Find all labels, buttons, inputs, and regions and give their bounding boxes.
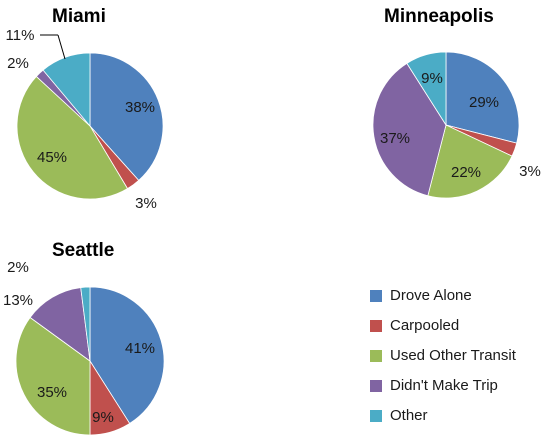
value-label-seattle-didn-t-make-trip: 13% xyxy=(3,292,33,309)
legend-label-used-other-transit: Used Other Transit xyxy=(390,347,517,364)
slice-seattle-drove-alone xyxy=(89,286,165,425)
value-label-minneapolis-other: 9% xyxy=(421,70,443,87)
value-label-minneapolis-drove-alone: 29% xyxy=(469,94,499,111)
chart-title-minneapolis: Minneapolis xyxy=(384,6,494,27)
pie-miami: 38% 3% 45% 2% 11% xyxy=(6,27,164,212)
value-label-minneapolis-didn-t-make-trip: 37% xyxy=(380,130,410,147)
value-label-seattle-used-other-transit: 35% xyxy=(37,384,67,401)
slice-miami-used-other-transit xyxy=(16,75,129,200)
value-label-seattle-carpooled: 9% xyxy=(92,409,114,426)
value-label-minneapolis-used-other-transit: 22% xyxy=(451,164,481,181)
chart-title-miami: Miami xyxy=(52,6,106,27)
legend-label-carpooled: Carpooled xyxy=(390,317,459,334)
value-label-seattle-other: 2% xyxy=(7,259,29,276)
slice-minneapolis-other xyxy=(406,51,447,127)
leader-line-miami-other-b xyxy=(57,34,66,60)
value-label-miami-used-other-transit: 45% xyxy=(37,149,67,166)
legend-swatch-drove-alone xyxy=(370,290,382,302)
legend-swatch-used-other-transit xyxy=(370,350,382,362)
slice-minneapolis-drove-alone xyxy=(445,51,520,144)
legend-label-didn-t-make-trip: Didn't Make Trip xyxy=(390,377,498,394)
slice-seattle-other xyxy=(80,286,91,362)
pie-minneapolis: 29% 3% 22% 37% 9% xyxy=(372,51,541,199)
chart-title-seattle: Seattle xyxy=(52,240,114,261)
legend-swatch-carpooled xyxy=(370,320,382,332)
legend-swatch-other xyxy=(370,410,382,422)
slice-seattle-didn-t-make-trip xyxy=(29,287,91,362)
value-label-miami-other: 11% xyxy=(6,27,35,44)
value-label-miami-carpooled: 3% xyxy=(135,195,157,212)
value-label-miami-drove-alone: 38% xyxy=(125,99,155,116)
value-label-miami-didn-t-make-trip: 2% xyxy=(7,55,29,72)
value-label-minneapolis-carpooled: 3% xyxy=(519,163,541,180)
slice-seattle-used-other-transit xyxy=(15,316,91,436)
value-label-seattle-drove-alone: 41% xyxy=(125,340,155,357)
legend: Drove Alone Carpooled Used Other Transit Di… xyxy=(370,287,517,424)
legend-label-other: Other xyxy=(390,407,428,424)
legend-swatch-didn-t-make-trip xyxy=(370,380,382,392)
pie-seattle: 41% 9% 35% 13% 2% xyxy=(3,259,165,436)
slice-miami-drove-alone xyxy=(89,52,164,181)
slice-minneapolis-used-other-transit xyxy=(427,124,513,199)
legend-label-drove-alone: Drove Alone xyxy=(390,287,472,304)
